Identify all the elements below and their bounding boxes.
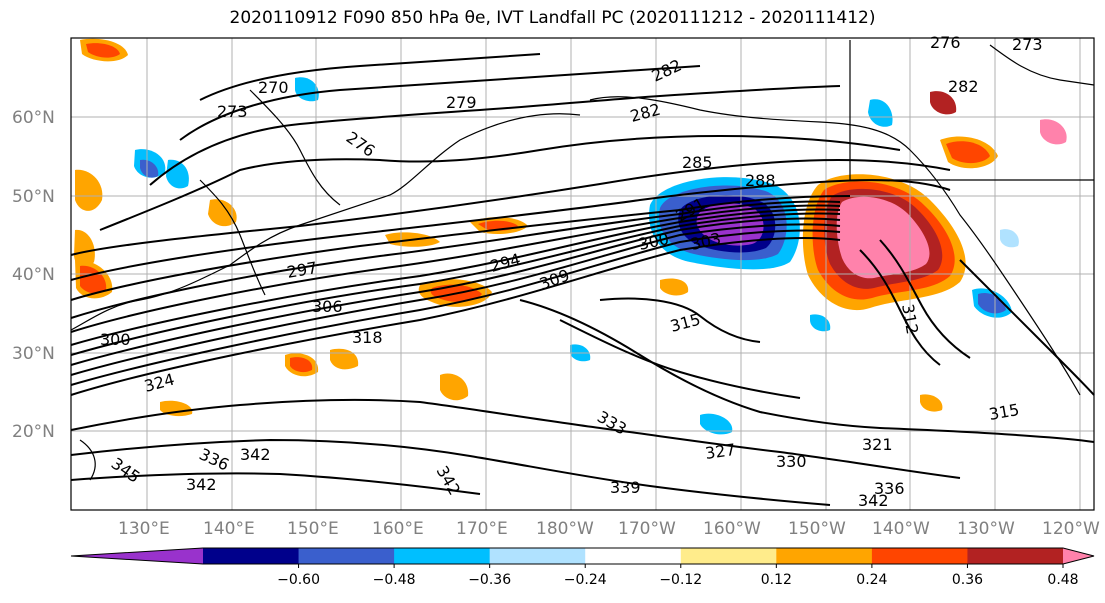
colorbar: −0.60 −0.48 −0.36 −0.24 −0.12 0.12 0.24 0.36 0.4… xyxy=(70,547,1095,588)
svg-text:336: 336 xyxy=(874,479,905,498)
figure-title: 2020110912 F090 850 hPa θe, IVT Landfall… xyxy=(229,8,876,28)
lat-label: 60°N xyxy=(12,108,55,128)
shaded-anomaly-fields xyxy=(74,38,1067,435)
lon-label: 130°E xyxy=(118,519,170,539)
colorbar-tick-label: −0.12 xyxy=(659,572,702,588)
lon-label: 170°E xyxy=(456,519,508,539)
svg-text:321: 321 xyxy=(862,435,893,454)
svg-text:288: 288 xyxy=(745,171,776,190)
longitude-axis-labels: 130°E 140°E 150°E 160°E 170°E 180°W 170°… xyxy=(118,519,1100,539)
colorbar-segment xyxy=(203,548,300,564)
svg-text:282: 282 xyxy=(948,77,979,96)
colorbar-outline xyxy=(70,547,1095,565)
svg-text:270: 270 xyxy=(258,78,289,97)
lat-label: 20°N xyxy=(12,422,55,442)
svg-text:342: 342 xyxy=(858,491,889,510)
colorbar-segment xyxy=(489,548,586,564)
svg-text:330: 330 xyxy=(776,452,807,471)
lon-label: 140°E xyxy=(203,519,255,539)
colorbar-tick-label: 0.48 xyxy=(1047,572,1078,588)
lon-label: 170°W xyxy=(618,519,676,539)
colorbar-segment xyxy=(776,548,873,564)
lon-label: 130°W xyxy=(957,519,1015,539)
colorbar-segment xyxy=(298,548,395,564)
colorbar-extend-low xyxy=(71,548,203,564)
lon-label: 160°E xyxy=(372,519,424,539)
svg-text:306: 306 xyxy=(312,297,343,316)
svg-text:342: 342 xyxy=(240,445,271,464)
lon-label: 160°W xyxy=(703,519,761,539)
colorbar-segment xyxy=(871,548,968,564)
svg-text:339: 339 xyxy=(610,478,641,497)
lon-label: 150°W xyxy=(788,519,846,539)
colorbar-tick-label: −0.36 xyxy=(468,572,511,588)
colorbar-segment xyxy=(585,548,682,564)
positive-anomaly-core xyxy=(836,196,930,279)
theta-e-contours xyxy=(70,53,1095,506)
svg-text:342: 342 xyxy=(186,475,217,494)
colorbar-segment xyxy=(680,548,777,564)
latitude-axis-labels: 60°N 50°N 40°N 30°N 20°N xyxy=(12,108,55,442)
svg-text:279: 279 xyxy=(446,93,477,112)
lon-label: 140°W xyxy=(872,519,930,539)
svg-text:273: 273 xyxy=(1012,35,1043,54)
svg-text:276: 276 xyxy=(930,33,961,52)
colorbar-segment xyxy=(967,548,1064,564)
lon-label: 150°E xyxy=(287,519,339,539)
lat-label: 40°N xyxy=(12,265,55,285)
lon-label: 180°W xyxy=(536,519,594,539)
map-plot-area: 270 273 276 279 282 282 285 288 291 294 … xyxy=(70,33,1095,511)
colorbar-tick-label: 0.24 xyxy=(856,572,887,588)
svg-text:285: 285 xyxy=(682,153,713,172)
lat-label: 50°N xyxy=(12,187,55,207)
colorbar-segment xyxy=(394,548,491,564)
colorbar-tick-label: −0.48 xyxy=(373,572,416,588)
colorbar-extend-high xyxy=(1063,548,1094,564)
lat-label: 30°N xyxy=(12,344,55,364)
svg-text:318: 318 xyxy=(352,328,383,347)
colorbar-tick-label: −0.24 xyxy=(564,572,607,588)
svg-text:273: 273 xyxy=(217,102,248,121)
colorbar-tick-label: 0.12 xyxy=(761,572,792,588)
svg-text:327: 327 xyxy=(704,440,737,463)
colorbar-tick-label: −0.60 xyxy=(277,572,320,588)
colorbar-tick-label: 0.36 xyxy=(952,572,983,588)
svg-text:300: 300 xyxy=(100,330,131,349)
lon-label: 120°W xyxy=(1042,519,1100,539)
